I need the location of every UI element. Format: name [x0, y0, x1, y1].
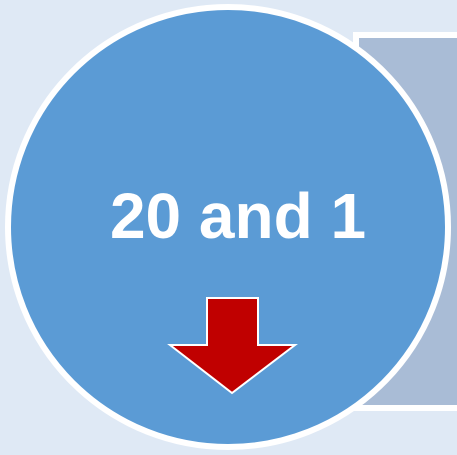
- circle: [5, 4, 451, 450]
- down-arrow: [167, 297, 298, 395]
- circle-label: 20 and 1: [110, 180, 366, 252]
